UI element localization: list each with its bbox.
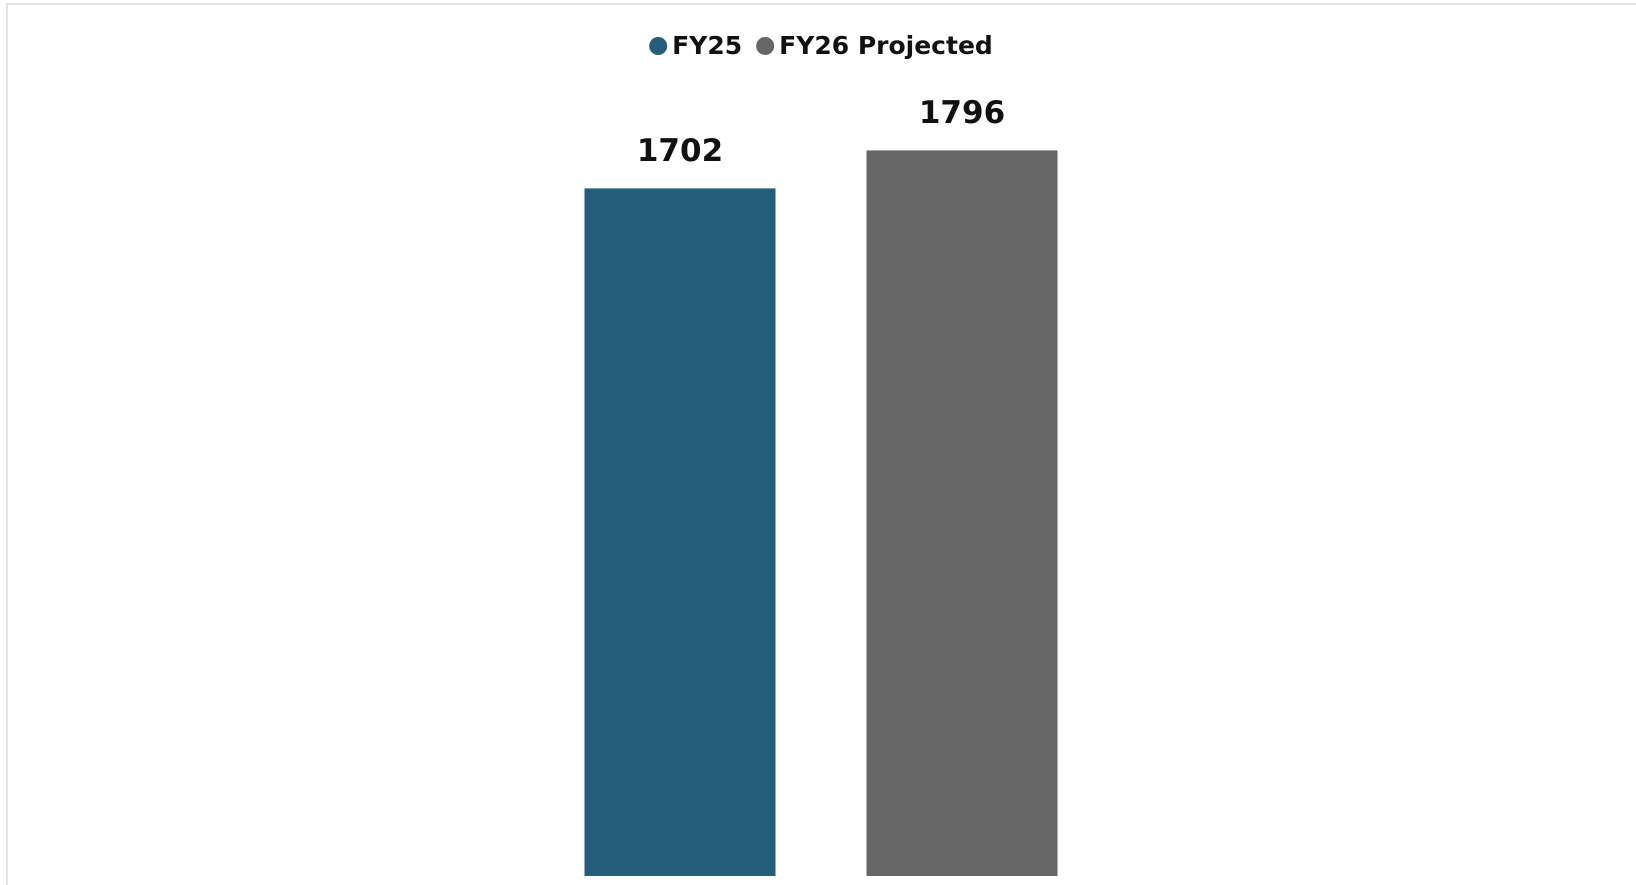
- data-label: 1702: [637, 133, 723, 169]
- legend-label: FY26 Projected: [779, 31, 993, 60]
- bar: [584, 188, 776, 877]
- legend-marker: [649, 37, 668, 55]
- legend-label: FY25: [672, 31, 742, 60]
- data-label: 1796: [919, 95, 1005, 131]
- bar: [866, 150, 1058, 876]
- card-frame: [6, 3, 1636, 885]
- legend-marker: [756, 37, 775, 55]
